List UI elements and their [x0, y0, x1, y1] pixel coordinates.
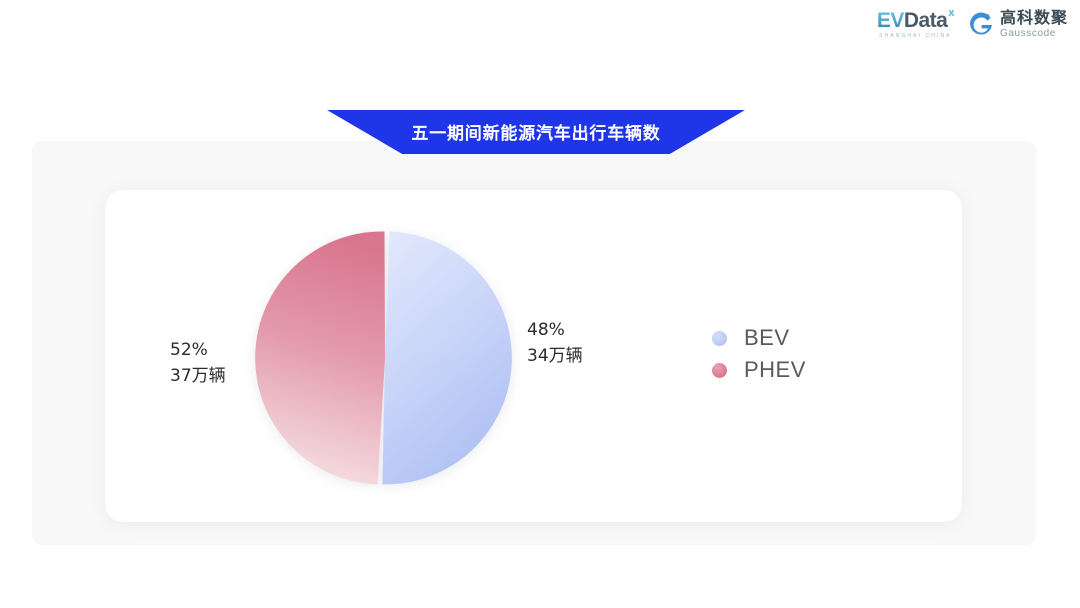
chart-title: 五一期间新能源汽车出行车辆数	[411, 124, 661, 144]
chart-legend: BEV PHEV	[712, 325, 806, 383]
pie-chart-svg	[255, 231, 512, 485]
gausscode-logo-cn: 高科数聚	[999, 9, 1068, 27]
header-logo-group: EV Data x SHANGHAI CHINA 高科数聚 Gausscode	[876, 7, 1068, 39]
legend-item-bev[interactable]: BEV	[712, 325, 806, 351]
chart-card	[105, 190, 962, 522]
pie-label-bev: 48% 34万辆	[527, 318, 583, 370]
legend-label-bev: BEV	[744, 325, 790, 350]
gausscode-logo-text: 高科数聚 Gausscode	[999, 9, 1068, 39]
gausscode-logo: 高科数聚 Gausscode	[968, 9, 1068, 39]
pie-label-phev-count: 37万辆	[170, 365, 226, 386]
pie-label-bev-count: 34万辆	[527, 345, 583, 366]
evdata-logo-data-text: Data	[903, 9, 948, 32]
gausscode-mark-icon	[968, 12, 994, 38]
chart-title-banner: 五一期间新能源汽车出行车辆数	[327, 110, 745, 154]
legend-item-phev[interactable]: PHEV	[712, 357, 806, 383]
pie-slice-bev[interactable]	[382, 231, 512, 485]
pie-slice-phev[interactable]	[255, 231, 385, 485]
evdata-logo-superscript-icon: x	[948, 7, 954, 19]
pie-label-phev: 52% 37万辆	[170, 338, 226, 390]
pie-chart	[252, 225, 518, 491]
legend-label-phev: PHEV	[744, 357, 806, 382]
evdata-logo: EV Data x SHANGHAI CHINA	[876, 7, 955, 39]
evdata-logo-wordmark: EV Data x	[876, 7, 955, 32]
legend-dot-bev-icon	[712, 330, 727, 346]
evdata-logo-subtitle: SHANGHAI CHINA	[879, 33, 952, 39]
pie-label-phev-percent: 52%	[170, 340, 208, 360]
gausscode-logo-en: Gausscode	[999, 27, 1056, 39]
legend-dot-phev-icon	[712, 362, 727, 378]
evdata-logo-ev-text: EV	[876, 9, 905, 32]
pie-label-bev-percent: 48%	[527, 320, 565, 340]
